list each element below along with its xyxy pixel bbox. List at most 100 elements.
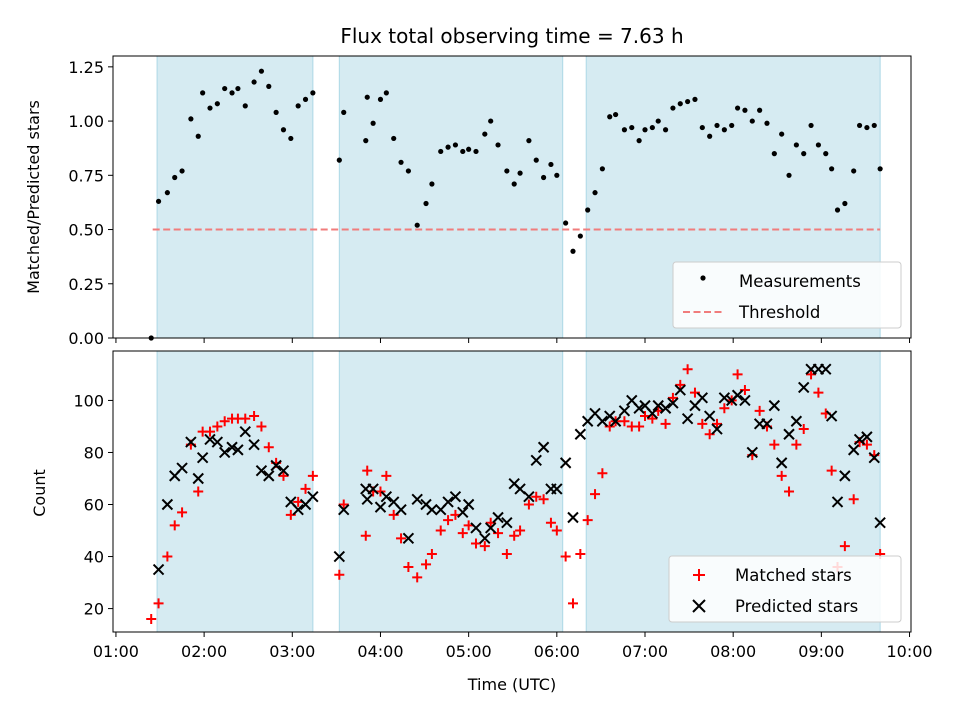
predicted-stars-point	[739, 394, 751, 407]
x-tick-label: 02:00	[181, 642, 227, 661]
predicted-stars-point	[239, 425, 251, 438]
x-tick-label: 05:00	[446, 642, 492, 661]
predicted-stars-point	[768, 399, 781, 412]
measurement-point	[164, 190, 170, 196]
predicted-stars-point	[226, 441, 238, 453]
legend-label: Predicted stars	[735, 597, 858, 616]
predicted-stars-point	[270, 459, 282, 472]
matched-stars-point	[538, 494, 549, 505]
matched-stars-point	[682, 364, 693, 375]
bottom-y-tick-label: 20	[84, 600, 104, 619]
predicted-stars-point	[703, 410, 716, 422]
measurement-point	[341, 109, 347, 115]
matched-stars-point	[501, 548, 512, 559]
measurement-point	[391, 135, 397, 142]
predicted-stars-point	[484, 522, 497, 534]
predicted-stars-point	[567, 511, 579, 524]
bottom-y-tick-label: 60	[84, 496, 104, 515]
x-tick-label: 08:00	[710, 642, 756, 661]
predicted-stars-point	[176, 462, 188, 474]
predicted-stars-point	[596, 415, 609, 427]
bottom-y-tick-label: 40	[84, 548, 104, 567]
measurement-point	[533, 157, 539, 163]
predicted-stars-point	[361, 493, 373, 506]
measurement-point	[423, 200, 429, 207]
measurement-point	[466, 146, 472, 152]
matched-stars-point	[338, 499, 349, 510]
measurement-point	[808, 122, 814, 129]
legend-predicted-swatch	[692, 599, 706, 613]
predicted-stars-point	[868, 451, 880, 464]
measurement-point	[877, 166, 883, 172]
top-y-axis-label: Matched/Predicted stars	[24, 100, 43, 294]
matched-stars-point	[791, 439, 802, 450]
matched-stars-point	[560, 551, 571, 562]
top-y-tick-label: 0.00	[68, 329, 104, 348]
matched-stars-point	[212, 421, 223, 432]
predicted-stars-point	[551, 483, 563, 495]
bottom-y-tick-label: 100	[73, 391, 104, 410]
predicted-stars-point	[761, 418, 773, 430]
matched-stars-point	[667, 392, 678, 403]
matched-stars-point	[776, 470, 787, 481]
matched-stars-point	[435, 525, 446, 536]
matched-stars-point	[146, 613, 157, 624]
x-tick-label: 03:00	[269, 642, 315, 661]
predicted-stars-point	[861, 431, 873, 443]
measurement-point	[452, 142, 459, 148]
predicted-stars-point	[218, 446, 231, 459]
predicted-stars-point	[338, 504, 350, 516]
top-chart-title: Flux total observing time = 7.63 h	[340, 24, 683, 48]
predicted-stars-point	[820, 363, 832, 375]
measurement-point	[438, 148, 444, 155]
matched-stars-point	[263, 442, 274, 453]
legend-label: Matched stars	[735, 566, 852, 585]
measurement-point	[670, 105, 676, 111]
measurement-point	[649, 124, 655, 131]
matched-stars-point	[403, 561, 414, 572]
measurement-point	[642, 127, 648, 133]
predicted-stars-point	[211, 436, 224, 448]
measurement-point	[829, 166, 835, 172]
top-legend	[672, 261, 902, 329]
predicted-stars-point	[659, 402, 672, 414]
predicted-stars-point	[790, 415, 803, 427]
matched-stars-point	[839, 541, 850, 552]
matched-stars-point	[647, 413, 658, 424]
matched-stars-point	[153, 598, 164, 609]
predicted-stars-point	[646, 407, 659, 420]
matched-stars-point	[509, 530, 520, 541]
top-y-tick-label: 0.50	[68, 221, 104, 240]
measurement-point	[585, 207, 591, 213]
predicted-stars-point	[667, 397, 679, 409]
matched-stars-point	[360, 530, 371, 541]
measurement-point	[302, 96, 309, 102]
measurement-point	[482, 131, 488, 137]
matched-stars-point	[204, 426, 215, 437]
predicted-stars-point	[449, 490, 462, 503]
measurement-point	[222, 85, 228, 92]
predicted-stars-point	[426, 504, 438, 516]
matched-stars-point	[590, 489, 601, 500]
matched-stars-point	[300, 483, 311, 494]
measurement-point	[570, 248, 576, 254]
measurement-point	[613, 111, 619, 118]
measurement-point	[370, 120, 376, 126]
predicted-stars-point	[731, 389, 744, 401]
predicted-stars-point	[196, 451, 209, 464]
predicted-stars-point	[559, 457, 572, 469]
measurement-point	[504, 168, 510, 174]
matched-stars-point	[334, 569, 345, 580]
predicted-stars-point	[367, 483, 379, 495]
measurement-point	[235, 85, 241, 92]
top-panel: 0.00 0.25 0.50 0.75 1.00 1.25 Measurements Thre…	[68, 55, 912, 348]
predicted-stars-point	[263, 470, 275, 482]
matched-stars-point	[619, 416, 630, 427]
predicted-stars-point	[204, 433, 216, 446]
predicted-stars-point	[798, 381, 810, 394]
matched-stars-point	[732, 369, 743, 380]
matched-stars-point	[457, 528, 468, 539]
measurement-point	[251, 79, 257, 85]
bottom-y-axis-label: Count	[30, 469, 49, 517]
predicted-stars-point	[462, 498, 475, 511]
